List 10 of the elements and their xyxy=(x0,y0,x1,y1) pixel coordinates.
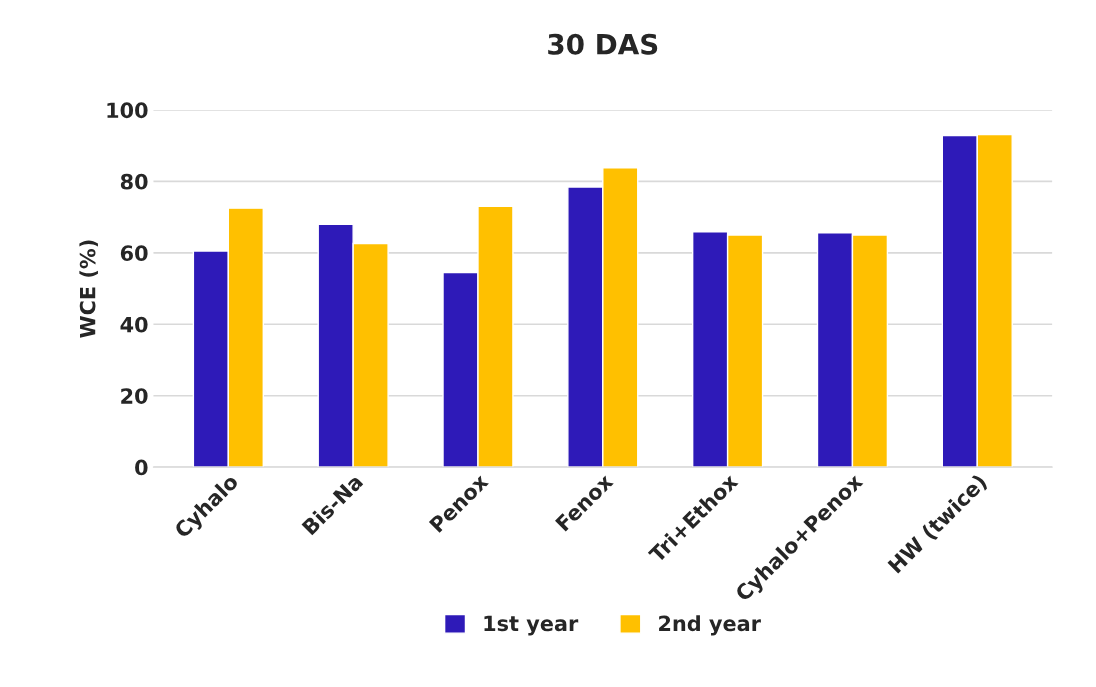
y-tick-label: 80 xyxy=(120,173,148,190)
y-tick-label: 100 xyxy=(107,102,148,119)
y-tick-label: 60 xyxy=(120,245,148,262)
y-tick-label: 0 xyxy=(135,459,148,476)
legend-label: 2nd year xyxy=(659,615,761,636)
y-tick-label: 40 xyxy=(120,316,148,333)
legend-label: 1st year xyxy=(484,615,579,636)
y-tick-label: 20 xyxy=(121,388,148,404)
chart-title: 30 DAS xyxy=(548,33,658,55)
y-axis-title: WCE (%) xyxy=(79,240,98,338)
